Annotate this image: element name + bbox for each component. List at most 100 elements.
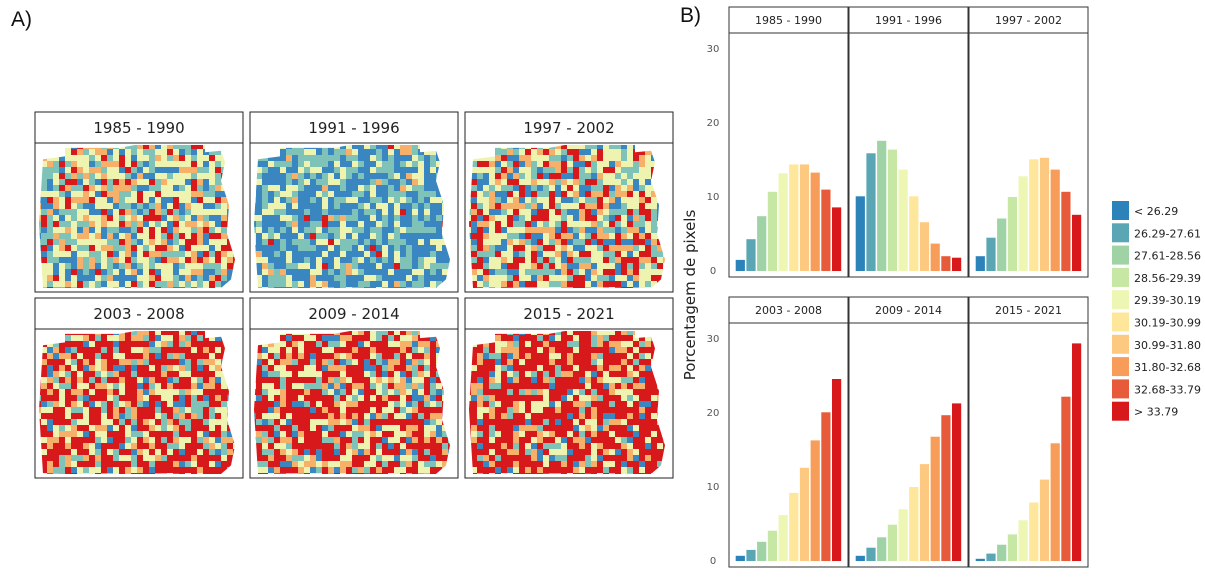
- legend-item: < 26.29: [1112, 201, 1178, 220]
- bar: [746, 239, 756, 271]
- bar: [909, 196, 919, 271]
- bar: [832, 379, 842, 561]
- bar: [821, 189, 831, 271]
- bar: [1029, 159, 1039, 271]
- bar: [898, 509, 908, 561]
- bar: [1039, 479, 1050, 561]
- bar: [952, 257, 962, 271]
- y-tick-label: 10: [707, 192, 720, 203]
- panel-b-label: B): [680, 4, 701, 27]
- bar: [832, 207, 842, 271]
- bar: [735, 555, 745, 561]
- bar-panel: 1985 - 1990: [728, 6, 849, 278]
- bar: [1050, 443, 1060, 561]
- bar-panel: 1997 - 2002: [968, 6, 1089, 278]
- bar: [855, 555, 865, 561]
- bar-panel-title: 1997 - 2002: [995, 14, 1062, 27]
- y-tick-label: 0: [710, 266, 716, 277]
- bar-plot-area: [968, 322, 1089, 568]
- map-panel: 1997 - 2002: [464, 111, 674, 293]
- map-title: 2015 - 2021: [523, 305, 614, 323]
- bar-strip: [968, 6, 1089, 34]
- bar: [1018, 176, 1028, 271]
- map-grid: 1985 - 1990 1991 - 1996 1997 - 2002 2003 - …: [34, 111, 674, 479]
- bar: [930, 243, 940, 271]
- bar: [1061, 191, 1071, 271]
- bar: [887, 149, 897, 271]
- bar-panel-title: 2015 - 2021: [995, 304, 1062, 317]
- bar: [1050, 169, 1060, 271]
- map-strip: [34, 111, 244, 144]
- bar-plot-area: [848, 32, 969, 278]
- legend-swatch: [1112, 334, 1129, 354]
- bar: [930, 436, 940, 561]
- legend-swatch: [1112, 245, 1129, 265]
- bar: [778, 173, 788, 271]
- bar-plot-area: [728, 32, 849, 278]
- bar: [799, 467, 810, 561]
- bar-panel: 1991 - 1996: [848, 6, 969, 278]
- bar: [1061, 396, 1071, 561]
- bar: [1039, 157, 1050, 271]
- legend-label: 28.56-29.39: [1134, 272, 1201, 285]
- map-image: [39, 331, 235, 474]
- bar: [919, 464, 930, 561]
- bar: [757, 216, 767, 271]
- map-title: 1985 - 1990: [93, 119, 184, 137]
- legend-swatch: [1112, 401, 1129, 421]
- bar: [778, 515, 788, 561]
- bar: [887, 524, 897, 561]
- bar: [810, 440, 820, 561]
- bar-plot-area: [728, 322, 849, 568]
- bar: [898, 169, 908, 271]
- bar: [1007, 534, 1017, 561]
- bar: [941, 415, 951, 561]
- bar: [919, 222, 930, 271]
- bar-strip: [728, 296, 849, 324]
- map-strip: [249, 111, 459, 144]
- bar: [877, 537, 887, 561]
- bar: [952, 403, 962, 561]
- bar: [821, 412, 831, 561]
- legend-label: 30.99-31.80: [1134, 339, 1201, 352]
- map-strip: [464, 297, 674, 330]
- map-panel: 1985 - 1990: [34, 111, 244, 293]
- legend-label: 27.61-28.56: [1134, 250, 1201, 263]
- legend-item: 29.39-30.19: [1112, 290, 1201, 310]
- bar-strip: [968, 296, 1089, 324]
- legend-item: 28.56-29.39: [1112, 267, 1201, 287]
- bar: [866, 153, 876, 271]
- map-image: [39, 145, 235, 288]
- bar: [986, 237, 996, 271]
- legend-label: > 33.79: [1134, 406, 1178, 419]
- map-panel: 2009 - 2014: [249, 297, 459, 479]
- legend-item: 32.68-33.79: [1112, 379, 1201, 399]
- bar: [735, 259, 745, 271]
- legend-swatch: [1112, 267, 1129, 287]
- bar: [997, 218, 1007, 271]
- legend-swatch: [1112, 290, 1129, 310]
- legend-item: 31.80-32.68: [1112, 357, 1201, 377]
- bar-plot-area: [848, 322, 969, 568]
- bar-plot-area: [968, 32, 1089, 278]
- bar: [789, 164, 799, 271]
- bar-panel-title: 2009 - 2014: [875, 304, 942, 317]
- legend-item: 27.61-28.56: [1112, 245, 1201, 265]
- map-image: [254, 331, 450, 474]
- map-image: [469, 331, 665, 474]
- bar: [866, 547, 876, 561]
- map-panel: 2003 - 2008: [34, 297, 244, 479]
- legend-label: < 26.29: [1134, 205, 1178, 218]
- legend-item: 26.29-27.61: [1112, 223, 1201, 243]
- bar-panel-title: 1985 - 1990: [755, 14, 822, 27]
- bar-panel: 2015 - 2021: [968, 296, 1089, 568]
- bar: [1072, 214, 1082, 271]
- map-strip: [34, 297, 244, 330]
- bar: [767, 191, 777, 271]
- bar: [1018, 520, 1028, 561]
- bar: [986, 553, 996, 561]
- map-title: 2009 - 2014: [308, 305, 399, 323]
- map-image: [254, 145, 450, 288]
- bar-panel: 2009 - 2014: [848, 296, 969, 568]
- bar: [1029, 502, 1039, 561]
